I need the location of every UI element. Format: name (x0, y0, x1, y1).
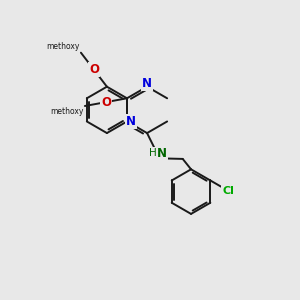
Text: O: O (101, 96, 111, 109)
Text: N: N (142, 77, 152, 90)
Text: methoxy: methoxy (46, 42, 80, 51)
Text: N: N (126, 115, 136, 128)
Text: methoxy: methoxy (50, 107, 83, 116)
Text: N: N (157, 147, 166, 160)
Text: H: H (149, 148, 157, 158)
Text: Cl: Cl (222, 186, 234, 196)
Text: O: O (89, 63, 99, 76)
